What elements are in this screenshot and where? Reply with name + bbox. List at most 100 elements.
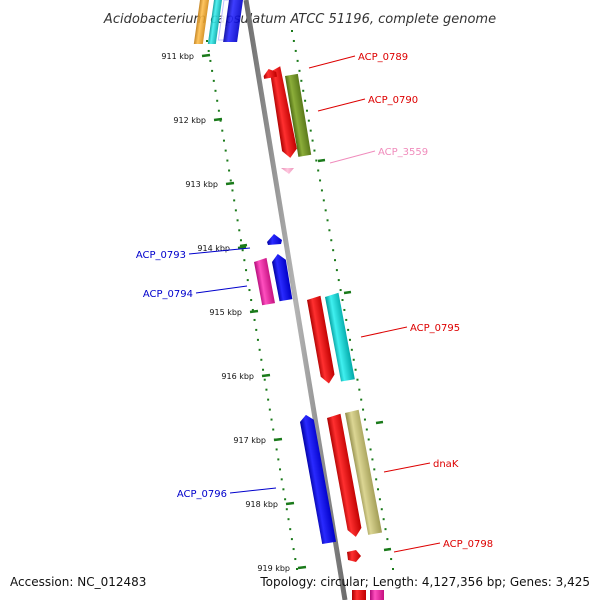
kbp-label: 918 kbp [245, 500, 278, 509]
gene-dnak[interactable] [345, 409, 383, 535]
strand-dot [206, 40, 208, 42]
gene-label-acp-3559[interactable]: ACP_3559 [378, 147, 428, 158]
strand-dot [298, 69, 301, 72]
strand-dot [292, 548, 295, 551]
gene-label-acp-0794[interactable]: ACP_0794 [143, 289, 193, 300]
strand-dot [290, 538, 293, 541]
gene-leader-line [188, 247, 251, 255]
strand-dot [307, 119, 310, 122]
strand-dot [272, 428, 275, 431]
gene-acp-0798[interactable] [347, 550, 361, 562]
strand-dot [284, 498, 287, 501]
strand-dot [356, 378, 359, 381]
strand-dot [302, 89, 305, 92]
gene-small-red-top[interactable] [263, 68, 277, 79]
gene-label-acp-0789[interactable]: ACP_0789 [358, 52, 408, 63]
gene-labels: ACP_0789 ACP_0790 ACP_3559 ACP_0793 ACP_0794… [136, 52, 493, 553]
strand-tick [343, 290, 352, 295]
strand-dot [263, 378, 266, 381]
gene-label-acp-0796[interactable]: ACP_0796 [177, 489, 227, 500]
gene-acp-0795[interactable] [325, 292, 355, 382]
strand-dot [296, 59, 299, 62]
bottom-edge-red [352, 590, 366, 600]
strand-dot [352, 358, 355, 361]
gene-leader-line [383, 462, 431, 473]
strand-dot [392, 568, 394, 570]
strand-dot [334, 259, 337, 262]
gene-label-dnak[interactable]: dnaK [433, 459, 459, 470]
gene-small-blue[interactable] [267, 234, 282, 245]
strand-dot [285, 508, 288, 511]
strand-dot [315, 159, 318, 162]
strand-dot [255, 328, 258, 331]
strand-dot [228, 169, 231, 172]
strand-dot [348, 338, 351, 341]
strand-dot [209, 59, 212, 62]
map-title: Acidobacterium capsulatum ATCC 51196, co… [103, 12, 496, 27]
strand-dot [358, 388, 361, 391]
strand-dot [341, 299, 344, 301]
strand-dot [273, 438, 276, 441]
strand-dot [262, 368, 265, 371]
gene-acp-0793[interactable] [254, 257, 275, 306]
gene-leader-line [308, 55, 356, 69]
strand-dot [377, 488, 380, 491]
strand-dot [294, 558, 297, 561]
strand-dot [239, 239, 242, 242]
kbp-label: 912 kbp [173, 116, 206, 125]
strand-dot [350, 348, 353, 351]
strand-dot [390, 558, 393, 561]
strand-dot [292, 39, 295, 42]
strand-tick [383, 547, 392, 552]
kbp-label: 916 kbp [221, 372, 254, 381]
strand-dot [241, 249, 244, 252]
strand-dot [320, 189, 323, 192]
strand-dot [378, 498, 381, 501]
strand-dot [236, 219, 239, 222]
kbp-label: 913 kbp [185, 180, 218, 189]
strand-dot [216, 99, 219, 102]
gene-label-acp-0793[interactable]: ACP_0793 [136, 250, 186, 261]
kbp-tick [237, 245, 247, 250]
kbp-tick [201, 53, 211, 58]
gene-label-acp-0790[interactable]: ACP_0790 [368, 95, 418, 106]
strand-dot [373, 468, 376, 471]
strand-dot [268, 408, 271, 411]
strand-dot [313, 149, 316, 152]
kbp-tick [261, 373, 271, 378]
strand-dot [371, 458, 374, 461]
kbp-tick [285, 501, 295, 506]
strand-dot [343, 308, 346, 311]
strand-dot [326, 219, 329, 222]
strand-dot [221, 129, 224, 132]
strand-dot [362, 408, 365, 411]
strand-dot [245, 269, 248, 272]
strand-dot [294, 49, 297, 52]
gene-acp-0789[interactable] [268, 66, 298, 159]
strand-dot [365, 428, 368, 431]
gene-acp-0790[interactable] [285, 73, 312, 157]
gene-acp-0796[interactable] [299, 413, 337, 545]
strand-dot [253, 318, 256, 321]
strand-dot [369, 448, 372, 451]
gene-label-acp-0798[interactable]: ACP_0798 [443, 539, 493, 550]
gene-acp-0794[interactable] [271, 253, 293, 302]
strand-dot [207, 49, 210, 52]
kbp-label: 915 kbp [209, 308, 242, 317]
strand-dot [260, 358, 263, 361]
gene-dnak-red[interactable] [327, 413, 363, 538]
strand-dot [296, 568, 298, 570]
gene-acp-0795-red[interactable] [307, 295, 336, 385]
strand-dot [229, 179, 232, 182]
strand-dot [231, 189, 234, 192]
gene-acp-3559[interactable] [281, 168, 294, 174]
strand-dot [277, 458, 280, 461]
strand-dot [330, 239, 333, 242]
genome-backbone [243, 0, 348, 600]
strand-dot [287, 518, 290, 521]
strand-dot [382, 518, 385, 521]
gene-label-acp-0795[interactable]: ACP_0795 [410, 323, 460, 334]
strand-dot [212, 79, 215, 82]
strand-dot [322, 199, 325, 202]
strand-dot [224, 149, 227, 152]
